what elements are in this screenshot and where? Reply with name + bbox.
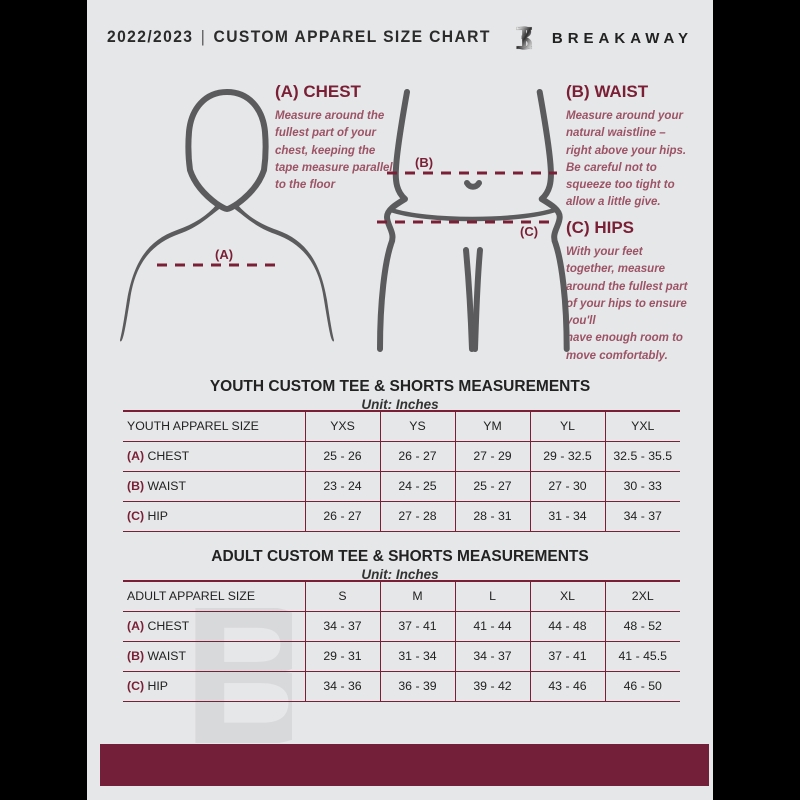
svg-text:(C): (C)	[520, 224, 538, 239]
svg-text:(B): (B)	[415, 155, 433, 170]
svg-text:(A): (A)	[215, 247, 233, 262]
